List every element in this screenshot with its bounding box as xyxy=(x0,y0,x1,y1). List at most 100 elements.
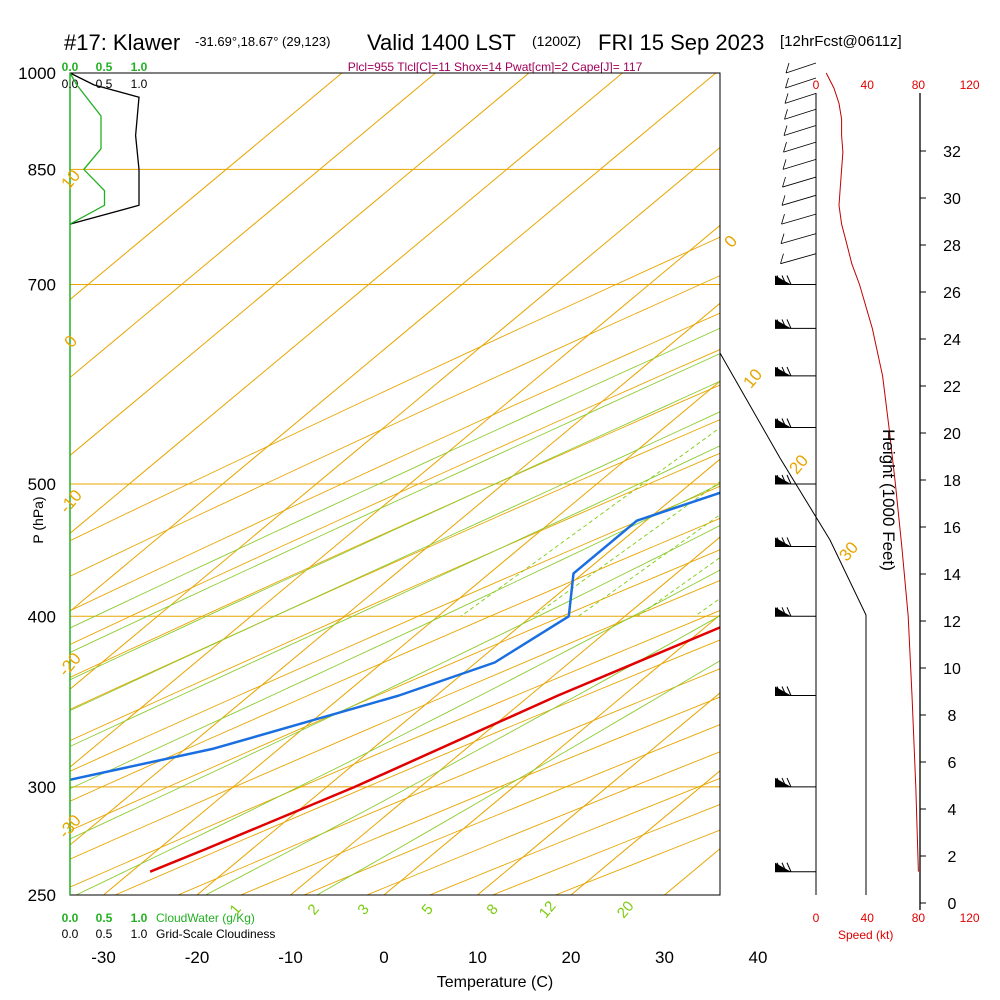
mixing-ratio-label: 8 xyxy=(483,901,501,918)
wind-barb-pennant xyxy=(775,607,791,617)
y-axis-label: P (hPa) xyxy=(30,496,46,543)
wind-barb-pennant xyxy=(775,418,791,428)
wind-barb-flag xyxy=(781,366,787,377)
wind-barb xyxy=(781,213,817,225)
wind-barb xyxy=(781,194,817,206)
isotherm-label: 10 xyxy=(739,365,766,392)
cloudiness-tick-bottom: 1.0 xyxy=(131,927,148,941)
dry-adiabat-line xyxy=(70,419,720,710)
wind-barb xyxy=(783,125,817,136)
height-tick-label: 24 xyxy=(943,332,961,349)
isotherm-line xyxy=(70,224,720,768)
wind-barb xyxy=(775,537,816,547)
mixing-ratio-line xyxy=(460,427,720,617)
wind-barb xyxy=(775,862,816,873)
wind-barb xyxy=(784,93,817,104)
wind-barb-flag xyxy=(785,62,790,74)
height-tick-label: 8 xyxy=(948,708,957,725)
temperature-tick-label: 10 xyxy=(468,948,487,967)
wind-barb-flag xyxy=(783,142,787,153)
dewpoint-line xyxy=(70,491,720,782)
isotherm-label: -30 xyxy=(55,811,85,842)
mixing-ratio-line xyxy=(746,73,1000,616)
wind-barb-flag xyxy=(786,537,792,547)
cloudwater-tick-bottom: 0.5 xyxy=(96,911,113,925)
cloudwater-axis-label: CloudWater (g/Kg) xyxy=(156,911,255,925)
wind-barb-flag xyxy=(786,319,792,329)
speed-tick-top: 120 xyxy=(960,78,980,92)
speed-tick-top: 80 xyxy=(912,78,926,92)
wind-barb-flag xyxy=(776,607,782,617)
wind-barb xyxy=(775,607,816,617)
temperature-tick-label: -20 xyxy=(185,948,210,967)
dry-adiabat-line xyxy=(70,236,720,542)
wind-barb xyxy=(782,176,817,188)
wind-barb-staff xyxy=(782,158,817,170)
isotherm-label: 0 xyxy=(720,232,741,251)
temperature-line xyxy=(149,626,720,873)
forecast-date: FRI 15 Sep 2023 xyxy=(598,30,764,55)
wind-barb-staff xyxy=(785,77,817,89)
temperature-tick-label: 40 xyxy=(749,948,768,967)
temperature-tick-label: -30 xyxy=(91,948,116,967)
wind-barb-flag xyxy=(786,686,792,696)
dry-adiabat-line xyxy=(70,610,720,888)
wind-barb-flag xyxy=(786,474,792,485)
wind-barb xyxy=(775,319,816,329)
wind-barb xyxy=(780,253,817,265)
wind-barb-flag xyxy=(783,125,788,136)
dry-adiabat-line xyxy=(70,349,720,645)
wind-barb-flag xyxy=(776,366,782,377)
wind-barb-pennant xyxy=(775,366,791,376)
speed-tick-top: 0 xyxy=(813,78,820,92)
temperature-tick-label: 0 xyxy=(379,948,388,967)
cloudwater-tick-top: 0.5 xyxy=(96,60,113,74)
wind-barb-flag xyxy=(776,777,782,788)
speed-tick-bottom: 40 xyxy=(861,911,875,925)
moist-adiabat-line xyxy=(70,445,720,747)
isotherm-label: 10 xyxy=(57,166,84,193)
pressure-tick-label: 700 xyxy=(28,275,56,294)
moist-adiabat-line xyxy=(76,569,720,895)
station-title: #17: Klawer xyxy=(64,30,180,55)
isotherm-line xyxy=(70,73,717,612)
pressure-tick-label: 500 xyxy=(28,475,56,494)
x-axis-label: Temperature (C) xyxy=(437,974,553,991)
cloudwater-tick-bottom: 1.0 xyxy=(131,911,148,925)
mixing-ratio-line xyxy=(814,73,1000,616)
wind-barb-flag xyxy=(776,537,782,547)
cloudwater-profile xyxy=(69,72,106,225)
pressure-tick-label: 400 xyxy=(28,607,56,626)
wind-barb-staff xyxy=(780,253,817,265)
wind-barb-flag xyxy=(786,607,792,617)
isotherm-line xyxy=(290,536,720,895)
wind-barb-flag xyxy=(786,862,792,872)
mixing-ratio-label: 5 xyxy=(418,901,436,918)
wind-barb-flag xyxy=(786,275,792,285)
isotherm-line xyxy=(477,692,720,895)
station-coords: -31.69°,18.67° (29,123) xyxy=(195,34,330,49)
wind-barb-flag xyxy=(781,537,787,547)
height-tick-label: 26 xyxy=(943,285,961,302)
wind-barb-flag xyxy=(781,275,787,285)
isotherm-line xyxy=(70,73,623,534)
height-tick-label: 28 xyxy=(943,238,961,255)
isotherm-line xyxy=(103,380,720,895)
mixing-ratio-label: 3 xyxy=(354,901,372,918)
dry-adiabat-line xyxy=(70,312,720,612)
dry-adiabat-line xyxy=(70,452,720,742)
speed-tick-bottom: 0 xyxy=(813,911,820,925)
wind-barb xyxy=(780,233,817,244)
wind-barb-flag xyxy=(776,474,782,485)
dry-adiabat-line xyxy=(70,275,720,577)
wind-barb xyxy=(785,77,817,89)
wind-barb-pennant xyxy=(775,686,791,696)
wind-barb xyxy=(775,474,816,485)
wind-barb-flag xyxy=(776,862,782,872)
wind-barb-pennant xyxy=(775,475,791,484)
wind-barb-staff xyxy=(782,176,817,188)
isotherm-line xyxy=(70,73,530,457)
cloudiness-axis-label: Grid-Scale Cloudiness xyxy=(156,927,275,941)
isotherm-line xyxy=(70,73,436,379)
